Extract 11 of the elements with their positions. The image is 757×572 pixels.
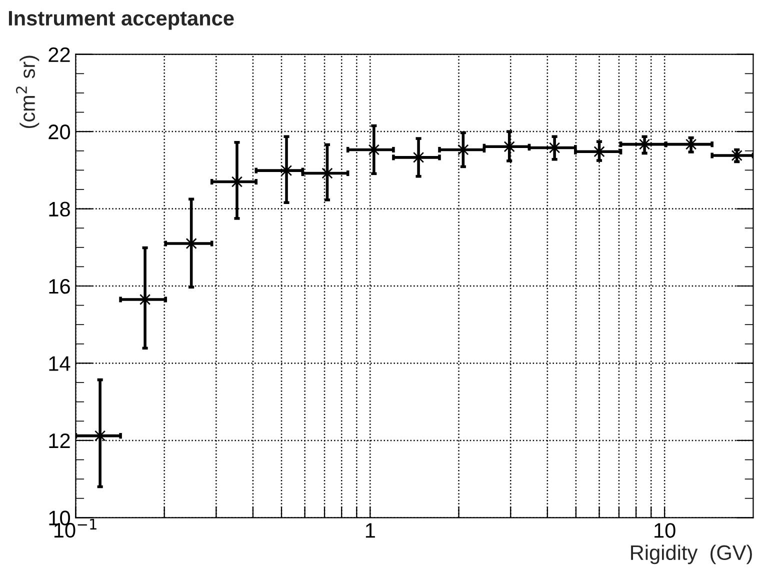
y-tick-label: 20	[48, 124, 70, 140]
y-tick-label: 12	[49, 433, 70, 448]
y-tick-label: 14	[49, 356, 70, 371]
y-tick-label: 16	[49, 279, 70, 294]
x-axis-title: Rigidity (GV)	[631, 544, 752, 564]
y-tick-label: 22	[48, 47, 70, 62]
y-axis-title: (cm$^{2}$ sr)	[16, 56, 40, 128]
y-tick-label: 18	[49, 202, 70, 217]
x-tick-label: 1	[366, 523, 375, 538]
x-tick-label: 10	[654, 523, 676, 538]
chart-title: Instrument acceptance	[8, 11, 234, 30]
